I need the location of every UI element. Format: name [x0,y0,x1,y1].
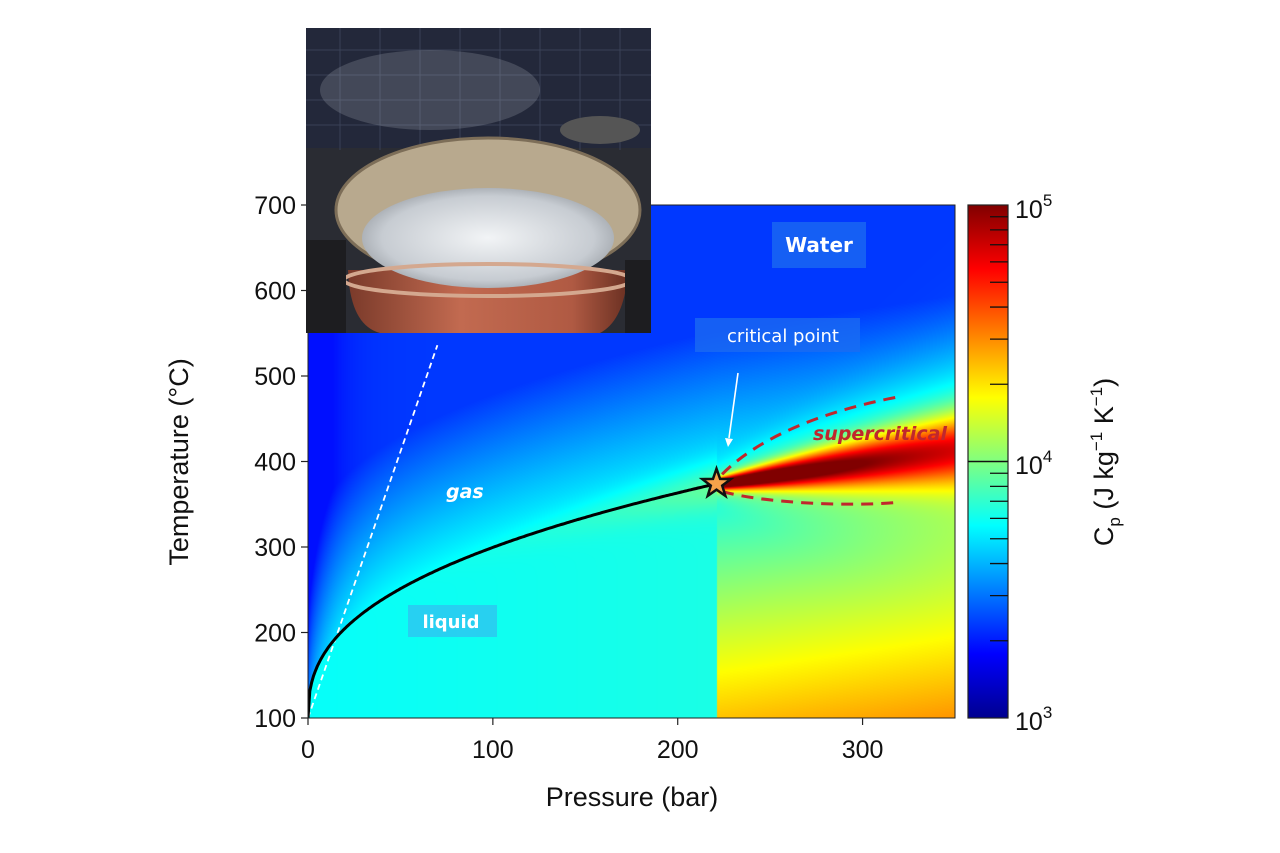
y-tick-label: 700 [254,192,296,220]
y-tick-label: 300 [254,534,296,562]
colorbar-label: Cp (J kg−1 K−1) [1087,378,1124,546]
colorbar-tick-label: 105 [1015,191,1052,224]
y-tick-label: 100 [254,705,296,733]
supercritical-label: supercritical [813,423,948,445]
critical-point-arrow [728,372,739,439]
colorbar-tick-label: 103 [1015,703,1052,736]
critical-point-star-icon [698,464,735,500]
inset-photo-boiling-pot [306,28,651,333]
y-tick-label: 500 [254,363,296,391]
arrow-head-icon [725,438,733,447]
water-label-box [772,222,866,268]
liquid-label: liquid [422,612,479,633]
x-axis-label: Pressure (bar) [546,782,719,812]
x-tick-label: 200 [657,736,699,764]
y-axis-label: Temperature (°C) [164,358,194,565]
supercritical-boundary-upper [721,395,897,476]
y-tick-label: 600 [254,278,296,306]
x-tick-label: 0 [301,736,315,764]
x-tick-label: 300 [842,736,884,764]
colorbar-tick-label: 104 [1015,447,1052,480]
x-tick-label: 100 [472,736,514,764]
critical-point-label-box [695,318,860,352]
critical-point-label: critical point [727,326,839,347]
ideal-gas-line [308,344,439,718]
liquid-label-box [408,605,497,637]
gas-label: gas [446,481,484,503]
title-water: Water [785,233,853,257]
y-tick-label: 200 [254,620,296,648]
boiling-curve [308,482,717,718]
y-tick-label: 400 [254,449,296,477]
supercritical-boundary-lower [721,489,896,506]
